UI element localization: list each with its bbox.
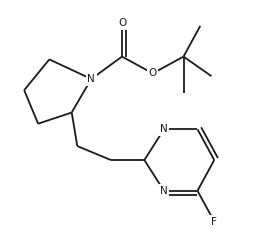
Text: O: O [149, 68, 157, 78]
Text: N: N [160, 124, 168, 134]
Text: F: F [211, 217, 217, 227]
Text: O: O [118, 18, 126, 28]
Text: N: N [160, 186, 168, 196]
Text: N: N [87, 74, 95, 84]
